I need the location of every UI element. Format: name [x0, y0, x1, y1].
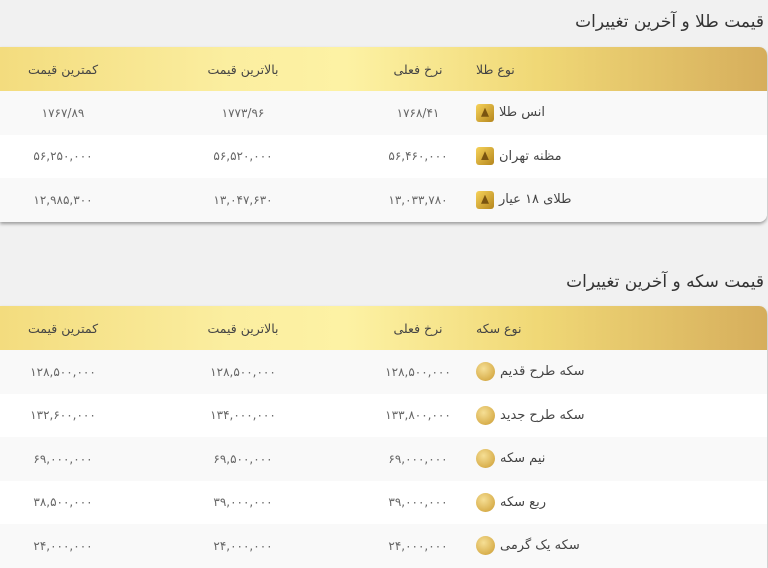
low-price: ۱۲۸,۵۰۰,۰۰۰ — [30, 364, 96, 379]
low-price: ۵۶,۲۵۰,۰۰۰ — [33, 149, 93, 164]
item-name-cell: سکه طرح جدید — [476, 405, 767, 425]
item-name: نیم سکه — [500, 451, 546, 467]
gold-coin-icon — [476, 405, 495, 425]
current-price: ۶۹,۰۰۰,۰۰۰ — [388, 451, 448, 466]
item-name: انس طلا — [499, 105, 546, 121]
low-price: ۱۳۲,۶۰۰,۰۰۰ — [30, 408, 96, 423]
gold-coin-icon — [476, 536, 495, 556]
gold-bar-icon — [476, 103, 494, 122]
table-row: ۱۲۸,۵۰۰,۰۰۰ ۱۲۸,۵۰۰,۰۰۰ ۱۲۸,۵۰۰,۰۰۰ سکه طرح… — [0, 350, 767, 394]
item-name: سکه یک گرمی — [500, 538, 580, 554]
table-row: ۱۲,۹۸۵,۳۰۰ ۱۳,۰۴۷,۶۳۰ ۱۳,۰۳۳,۷۸۰ طلای ۱۸ عی… — [0, 178, 767, 222]
low-price: ۲۴,۰۰۰,۰۰۰ — [33, 538, 93, 553]
table-header: کمترین قیمت بالاترین قیمت نرخ فعلی نوع طلا — [0, 47, 767, 91]
high-price: ۲۴,۰۰۰,۰۰۰ — [213, 538, 273, 553]
current-price: ۳۹,۰۰۰,۰۰۰ — [388, 495, 448, 510]
table-row: ۱۷۶۷/۸۹ ۱۷۷۳/۹۶ ۱۷۶۸/۴۱ انس طلا — [0, 91, 767, 135]
gold-price-table: کمترین قیمت بالاترین قیمت نرخ فعلی نوع طلا ۱… — [0, 47, 767, 222]
gold-coin-icon — [476, 449, 495, 469]
item-name-cell: ربع سکه — [476, 492, 767, 512]
item-name-cell: انس طلا — [476, 103, 767, 122]
column-header: نرخ فعلی — [393, 320, 443, 336]
current-price: ۵۶,۴۶۰,۰۰۰ — [388, 149, 448, 164]
item-name: سکه طرح قدیم — [500, 364, 585, 380]
item-name: ربع سکه — [500, 494, 546, 510]
column-header: نرخ فعلی — [393, 61, 443, 77]
table-row: ۶۹,۰۰۰,۰۰۰ ۶۹,۵۰۰,۰۰۰ ۶۹,۰۰۰,۰۰۰ نیم سکه — [0, 437, 767, 481]
current-price: ۱۳,۰۳۳,۷۸۰ — [388, 192, 448, 207]
gold-bar-icon — [476, 147, 494, 166]
high-price: ۱۳,۰۴۷,۶۳۰ — [213, 192, 273, 207]
low-price: ۱۷۶۷/۸۹ — [41, 105, 85, 120]
item-name-cell: مظنه تهران — [476, 147, 767, 166]
item-name: طلای ۱۸ عیار — [499, 192, 572, 208]
item-name: مظنه تهران — [499, 148, 562, 164]
table-header: کمترین قیمت بالاترین قیمت نرخ فعلی نوع سکه — [0, 306, 767, 350]
coin-section-title: قیمت سکه و آخرین تغییرات — [566, 272, 764, 292]
current-price: ۱۷۶۸/۴۱ — [396, 105, 440, 120]
column-header: نوع سکه — [476, 320, 522, 336]
column-header: نوع طلا — [476, 61, 515, 77]
current-price: ۲۴,۰۰۰,۰۰۰ — [388, 538, 448, 553]
table-row: ۵۶,۲۵۰,۰۰۰ ۵۶,۵۲۰,۰۰۰ ۵۶,۴۶۰,۰۰۰ مظنه تهران — [0, 134, 767, 178]
item-name-cell: سکه یک گرمی — [476, 536, 767, 556]
low-price: ۶۹,۰۰۰,۰۰۰ — [33, 451, 93, 466]
high-price: ۶۹,۵۰۰,۰۰۰ — [213, 451, 273, 466]
item-name-cell: طلای ۱۸ عیار — [476, 190, 767, 209]
low-price: ۱۲,۹۸۵,۳۰۰ — [33, 192, 93, 207]
item-name: سکه طرح جدید — [500, 407, 585, 423]
column-header: بالاترین قیمت — [207, 61, 279, 77]
gold-bar-icon — [476, 190, 494, 209]
column-header: بالاترین قیمت — [207, 320, 279, 336]
low-price: ۳۸,۵۰۰,۰۰۰ — [33, 495, 93, 510]
high-price: ۵۶,۵۲۰,۰۰۰ — [213, 149, 273, 164]
column-header: کمترین قیمت — [27, 61, 99, 77]
high-price: ۱۷۷۳/۹۶ — [221, 105, 265, 120]
gold-coin-icon — [476, 362, 495, 382]
coin-price-table: کمترین قیمت بالاترین قیمت نرخ فعلی نوع سکه ۱… — [0, 306, 767, 568]
table-row: ۲۴,۰۰۰,۰۰۰ ۲۴,۰۰۰,۰۰۰ ۲۴,۰۰۰,۰۰۰ سکه یک گرم… — [0, 524, 767, 568]
high-price: ۱۲۸,۵۰۰,۰۰۰ — [210, 364, 276, 379]
current-price: ۱۳۳,۸۰۰,۰۰۰ — [385, 408, 451, 423]
current-price: ۱۲۸,۵۰۰,۰۰۰ — [385, 364, 451, 379]
item-name-cell: سکه طرح قدیم — [476, 362, 767, 382]
table-row: ۱۳۲,۶۰۰,۰۰۰ ۱۳۴,۰۰۰,۰۰۰ ۱۳۳,۸۰۰,۰۰۰ سکه طرح… — [0, 393, 767, 437]
high-price: ۱۳۴,۰۰۰,۰۰۰ — [210, 408, 276, 423]
item-name-cell: نیم سکه — [476, 449, 767, 469]
gold-section-title: قیمت طلا و آخرین تغییرات — [575, 12, 764, 32]
table-row: ۳۸,۵۰۰,۰۰۰ ۳۹,۰۰۰,۰۰۰ ۳۹,۰۰۰,۰۰۰ ربع سکه — [0, 480, 767, 524]
column-header: کمترین قیمت — [27, 320, 99, 336]
high-price: ۳۹,۰۰۰,۰۰۰ — [213, 495, 273, 510]
gold-coin-icon — [476, 492, 495, 512]
